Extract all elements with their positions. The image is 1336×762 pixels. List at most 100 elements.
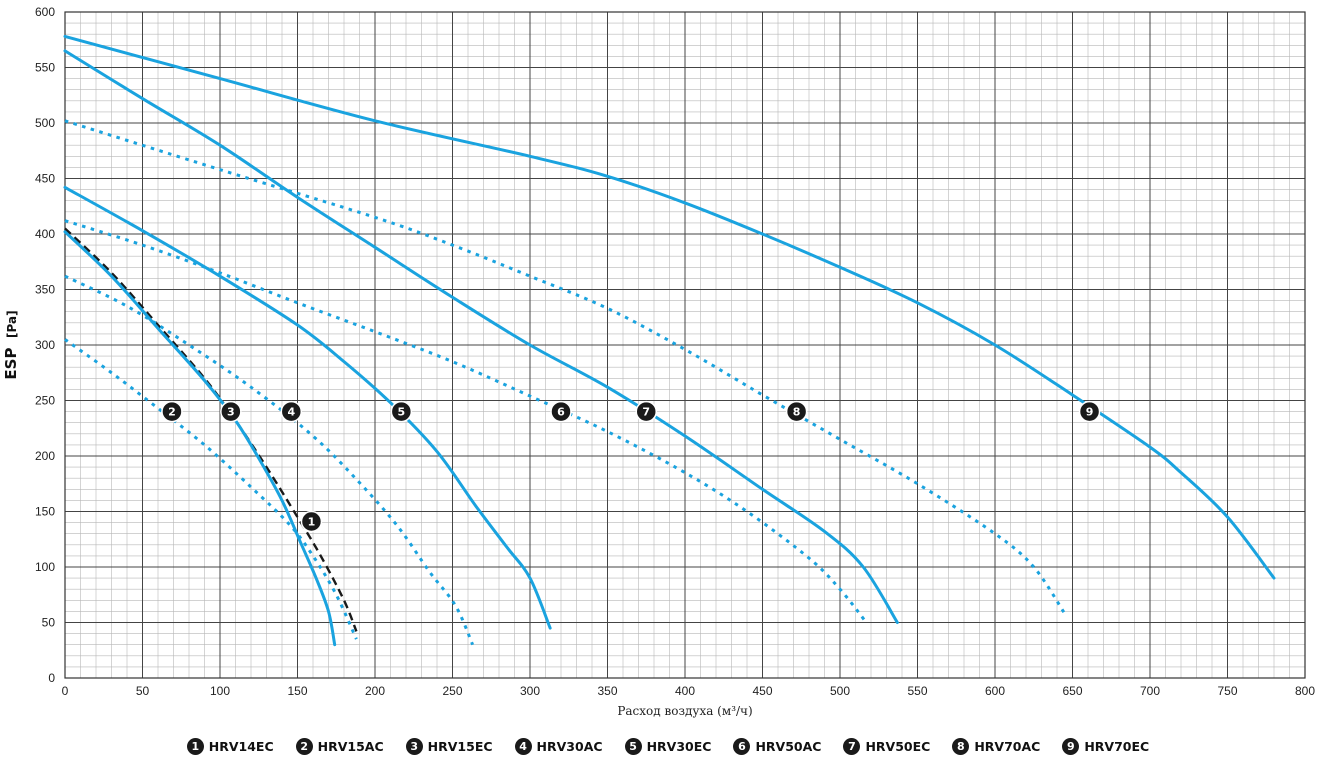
y-tick-label: 300	[35, 338, 55, 352]
series-marker-number: 9	[1086, 406, 1094, 419]
y-axis-label-unit: [Pa]	[5, 310, 19, 338]
x-tick-label: 300	[520, 684, 540, 698]
y-tick-label: 450	[35, 172, 55, 186]
series-marker-circle	[300, 510, 323, 533]
y-axis-label: ESP [Pa]	[1, 310, 20, 379]
legend-badge: 4	[514, 738, 532, 755]
series-marker-2: 2	[161, 400, 183, 423]
x-tick-label: 600	[985, 684, 1005, 698]
x-tick-label: 400	[675, 684, 695, 698]
x-axis-label: Расход воздуха (м³/ч)	[617, 704, 752, 718]
x-tick-label: 700	[1140, 684, 1160, 698]
series-marker-circle	[785, 400, 808, 423]
series-line-hrv70ec	[63, 34, 1276, 580]
legend-item-hrv15ec: 3 HRV15EC	[405, 738, 493, 755]
series-marker-number: 7	[642, 406, 650, 419]
axes	[64, 11, 1306, 679]
legend-badge: 9	[1062, 738, 1080, 755]
x-tick-label: 450	[752, 684, 772, 698]
series-marker-number: 2	[168, 406, 176, 419]
series-marker-number: 8	[793, 406, 801, 419]
legend-item-hrv50ac: 6 HRV50AC	[733, 738, 821, 755]
series-line-hrv30ec	[63, 185, 552, 630]
legend-label: HRV14EC	[208, 739, 274, 754]
y-tick-label: 200	[35, 449, 55, 463]
legend-label: HRV50AC	[755, 739, 822, 754]
legend-label: HRV70EC	[1084, 739, 1150, 754]
series-marker-circle	[390, 400, 413, 423]
x-tick-label: 250	[442, 684, 462, 698]
legend-item-hrv70ec: 9 HRV70EC	[1062, 738, 1149, 755]
legend-item-hrv30ac: 4 HRV30AC	[514, 738, 603, 755]
legend-label: HRV15AC	[317, 739, 384, 754]
y-tick-label: 0	[48, 671, 55, 685]
x-tick-label: 350	[597, 684, 617, 698]
x-tick-label: 0	[62, 684, 69, 698]
legend-badge: 1	[186, 738, 204, 755]
legend-badge: 2	[295, 738, 313, 755]
series-marker-number: 5	[398, 406, 406, 419]
legend-item-hrv30ec: 5 HRV30EC	[624, 738, 712, 755]
x-tick-label: 200	[365, 684, 385, 698]
legend-badge: 7	[843, 738, 861, 755]
x-tick-label: 750	[1217, 684, 1237, 698]
legend-badge: 8	[952, 738, 970, 755]
y-axis-ticks: 0 50 100 150 200 250 300 350 400 450 500 550 600	[35, 5, 55, 685]
legend-badge: 3	[405, 738, 423, 755]
series-line-hrv15ec	[63, 230, 337, 647]
series-marker-number: 1	[308, 515, 316, 528]
legend-label: HRV30EC	[646, 739, 712, 754]
legend-label: HRV30AC	[536, 739, 603, 754]
y-tick-label: 500	[35, 116, 55, 130]
series-marker-number: 6	[557, 406, 565, 419]
series-marker-number: 3	[227, 406, 235, 419]
x-tick-label: 550	[907, 684, 927, 698]
y-tick-label: 50	[42, 616, 56, 630]
y-tick-label: 350	[35, 283, 55, 297]
series-marker-circle	[161, 400, 183, 423]
legend-item-hrv50ec: 7 HRV50EC	[843, 738, 930, 755]
series-marker-4: 4	[280, 400, 303, 423]
series-layer	[63, 34, 1276, 647]
series-line-hrv50ec	[63, 49, 899, 624]
x-tick-label: 800	[1295, 684, 1315, 698]
esp-airflow-chart: 0 50 100 150 200 250 300 350 400 450 500 550 600 650 7…	[1, 5, 1316, 718]
y-tick-label: 100	[35, 560, 55, 574]
y-axis-label-main: ESP	[2, 348, 20, 380]
series-marker-6: 6	[550, 400, 572, 423]
legend-badge: 5	[624, 738, 642, 755]
series-marker-3: 3	[220, 400, 242, 423]
series-marker-5: 5	[390, 400, 413, 423]
series-marker-9: 9	[1078, 400, 1101, 423]
y-tick-label: 600	[35, 5, 55, 19]
x-axis-ticks: 0 50 100 150 200 250 300 350 400 450 500 550 600 650 7…	[62, 684, 1316, 698]
x-tick-label: 100	[210, 684, 230, 698]
series-line-hrv70ac	[64, 119, 1067, 615]
y-tick-label: 400	[35, 227, 55, 241]
series-line-hrv30ac	[64, 274, 475, 646]
x-tick-label: 500	[830, 684, 850, 698]
plot-frame	[64, 11, 1306, 679]
series-marker-8: 8	[785, 400, 808, 423]
legend-label: HRV50EC	[865, 739, 931, 754]
series-marker-circle	[635, 400, 657, 423]
y-tick-label: 250	[35, 394, 55, 408]
legend-item-hrv15ac: 2 HRV15AC	[295, 738, 384, 755]
legend-badge: 6	[733, 738, 751, 755]
series-marker-circle	[550, 400, 572, 423]
series-marker-circle	[220, 400, 242, 423]
y-tick-label: 150	[35, 505, 55, 519]
legend-label: HRV70AC	[974, 739, 1041, 754]
series-marker-circle	[280, 400, 303, 423]
series-line-hrv15ac	[64, 338, 358, 640]
legend: 1 HRV14EC 2 HRV15AC 3 HRV15EC 4 HRV30AC 5 HRV30EC…	[0, 738, 1336, 755]
legend-item-hrv70ac: 8 HRV70AC	[952, 738, 1040, 755]
series-line-hrv50ac	[64, 219, 868, 624]
series-marker-1: 1	[300, 510, 323, 533]
series-marker-circle	[1078, 400, 1101, 423]
y-tick-label: 550	[35, 61, 55, 75]
x-tick-label: 650	[1062, 684, 1082, 698]
legend-item-hrv14ec: 1 HRV14EC	[186, 738, 274, 755]
series-marker-7: 7	[635, 400, 657, 423]
legend-label: HRV15EC	[427, 739, 493, 754]
